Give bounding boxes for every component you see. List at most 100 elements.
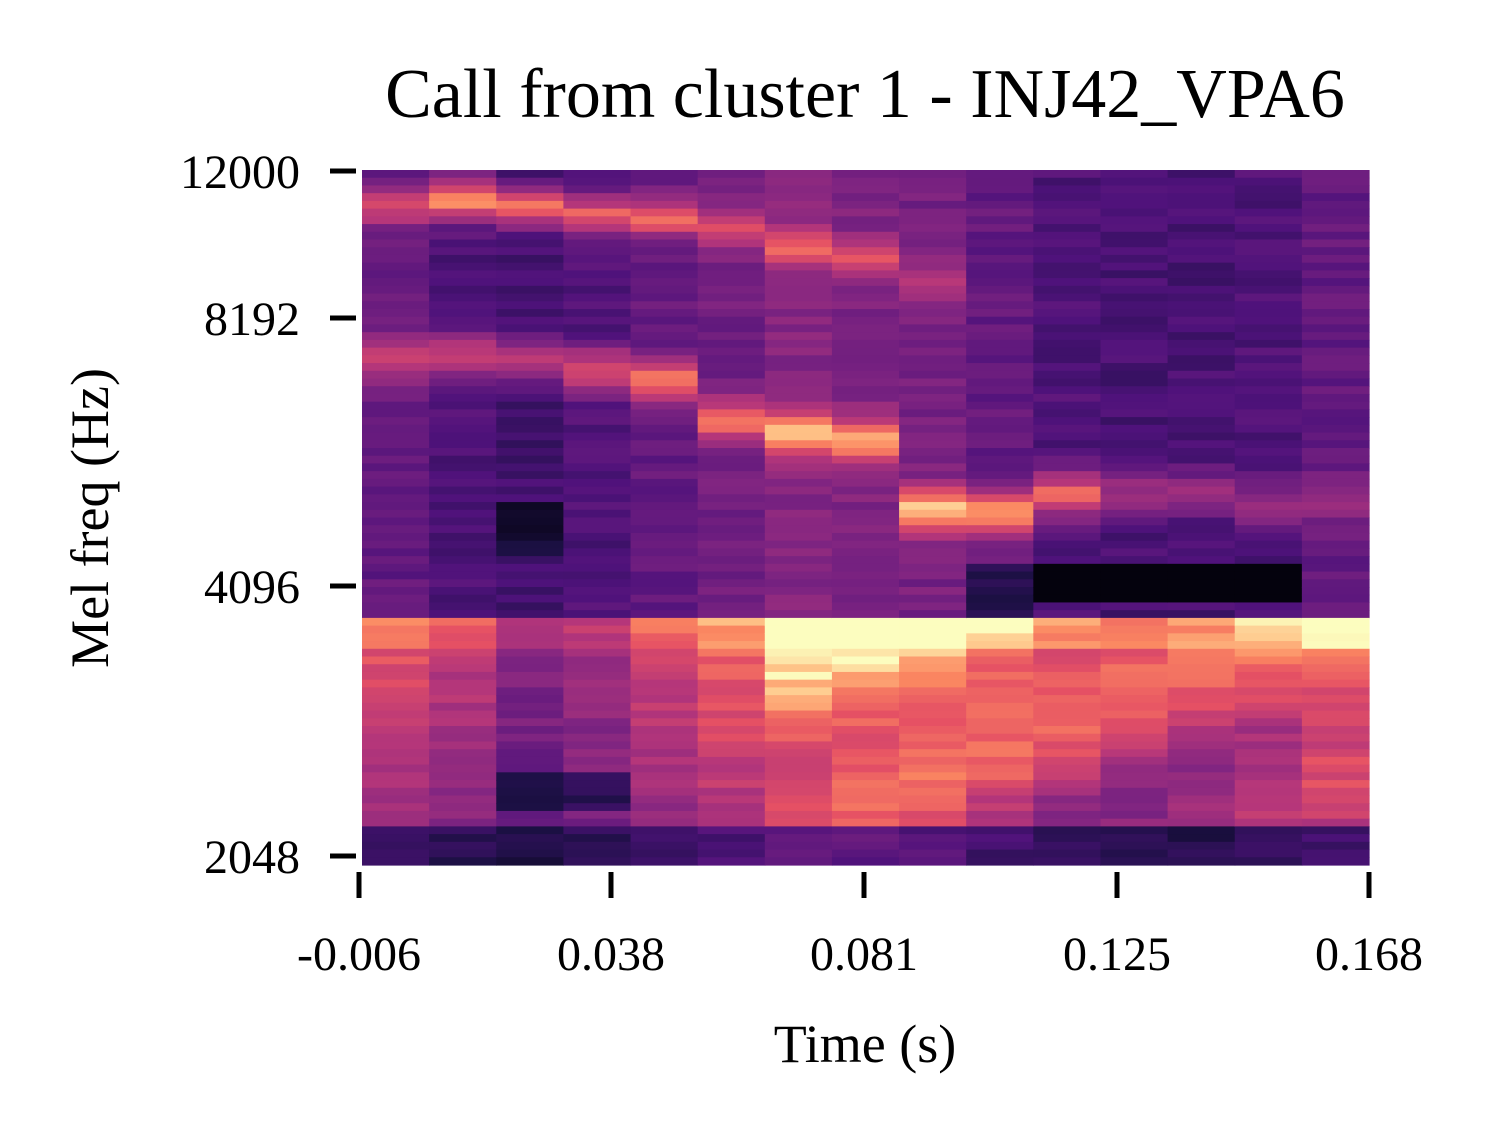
heatmap-cell: [697, 540, 766, 549]
heatmap-cell: [899, 193, 967, 202]
heatmap-cell: [966, 478, 1034, 488]
heatmap-cell: [764, 733, 833, 743]
heatmap-cell: [831, 718, 900, 727]
heatmap-cell: [362, 610, 430, 619]
heatmap-cell: [1167, 548, 1236, 557]
heatmap-cell: [496, 718, 564, 727]
heatmap-cell: [1100, 579, 1169, 588]
heatmap-cell: [1167, 378, 1236, 387]
heatmap-cell: [1234, 262, 1303, 271]
heatmap-cell: [899, 671, 967, 681]
heatmap-cell: [429, 857, 497, 866]
heatmap-cell: [429, 486, 497, 495]
x-tick-label-0: -0.006: [297, 928, 421, 981]
heatmap-cell: [697, 417, 766, 426]
heatmap-cell: [1301, 424, 1370, 434]
heatmap-cell: [563, 610, 632, 619]
heatmap-cell: [899, 610, 967, 619]
heatmap-cell: [563, 625, 632, 634]
heatmap-cell: [1234, 247, 1303, 256]
heatmap-cell: [362, 587, 430, 596]
heatmap-cell: [764, 363, 833, 372]
heatmap-cell: [1167, 617, 1236, 627]
heatmap-cell: [1301, 780, 1370, 789]
heatmap-cell: [764, 278, 833, 287]
heatmap-cell: [496, 509, 564, 519]
heatmap-cell: [1033, 625, 1102, 634]
heatmap-cell: [831, 177, 900, 187]
heatmap-cell: [899, 370, 967, 380]
heatmap-cell: [1167, 540, 1236, 549]
heatmap-cell: [630, 324, 699, 333]
heatmap-cell: [1234, 486, 1303, 495]
heatmap-cell: [630, 254, 699, 264]
heatmap-cell: [496, 185, 564, 194]
heatmap-cell: [630, 301, 699, 310]
heatmap-cell: [362, 409, 430, 418]
heatmap-cell: [1301, 208, 1370, 217]
heatmap-cell: [899, 587, 967, 596]
heatmap-cell: [630, 401, 699, 410]
heatmap-cell: [1033, 455, 1102, 465]
heatmap-cell: [831, 239, 900, 248]
heatmap-cell: [630, 432, 699, 441]
heatmap-cell: [899, 316, 967, 326]
heatmap-cell: [429, 401, 497, 410]
heatmap-cell: [966, 656, 1034, 665]
heatmap-cell: [1033, 316, 1102, 326]
heatmap-cell: [966, 571, 1034, 580]
heatmap-cell: [1167, 494, 1236, 503]
heatmap-cell: [1234, 787, 1303, 797]
heatmap-cell: [1033, 471, 1102, 480]
heatmap-cell: [831, 517, 900, 526]
heatmap-cell: [1033, 641, 1102, 650]
heatmap-cell: [1167, 810, 1236, 820]
heatmap-cell: [831, 278, 900, 287]
heatmap-cell: [563, 818, 632, 827]
heatmap-cell: [697, 494, 766, 503]
heatmap-cell: [1100, 710, 1169, 719]
heatmap-cell: [899, 440, 967, 449]
heatmap-cell: [1100, 170, 1169, 179]
heatmap-cell: [630, 687, 699, 696]
heatmap-cell: [697, 486, 766, 495]
heatmap-cell: [630, 285, 699, 295]
heatmap-cell: [1033, 795, 1102, 804]
heatmap-cell: [362, 764, 430, 773]
heatmap-cell: [362, 494, 430, 503]
heatmap-cell: [563, 185, 632, 194]
heatmap-cell: [563, 710, 632, 719]
heatmap-cell: [899, 602, 967, 611]
heatmap-cell: [764, 679, 833, 688]
heatmap-cell: [496, 857, 564, 866]
heatmap-cell: [496, 463, 564, 472]
heatmap-cell: [697, 718, 766, 727]
heatmap-cell: [362, 301, 430, 310]
heatmap-cell: [1033, 332, 1102, 341]
heatmap-cell: [496, 764, 564, 773]
heatmap-cell: [563, 417, 632, 426]
heatmap-cell: [764, 594, 833, 604]
heatmap-cell: [831, 849, 900, 858]
heatmap-cell: [362, 749, 430, 758]
heatmap-cell: [563, 448, 632, 457]
heatmap-cell: [630, 841, 699, 851]
heatmap-cell: [630, 270, 699, 279]
heatmap-cell: [966, 386, 1034, 395]
heatmap-cell: [1033, 309, 1102, 318]
heatmap-cell: [1234, 509, 1303, 519]
heatmap-cell: [966, 726, 1034, 735]
heatmap-cell: [831, 347, 900, 356]
heatmap-cell: [697, 733, 766, 743]
heatmap-cell: [764, 610, 833, 619]
heatmap-cell: [1033, 386, 1102, 395]
heatmap-cell: [831, 401, 900, 410]
heatmap-cell: [1033, 370, 1102, 380]
heatmap-cell: [899, 231, 967, 241]
heatmap-cell: [1301, 633, 1370, 642]
heatmap-cell: [764, 803, 833, 812]
heatmap-cell: [1100, 540, 1169, 549]
heatmap-cell: [496, 633, 564, 642]
heatmap-cell: [1234, 494, 1303, 503]
heatmap-cell: [563, 803, 632, 812]
